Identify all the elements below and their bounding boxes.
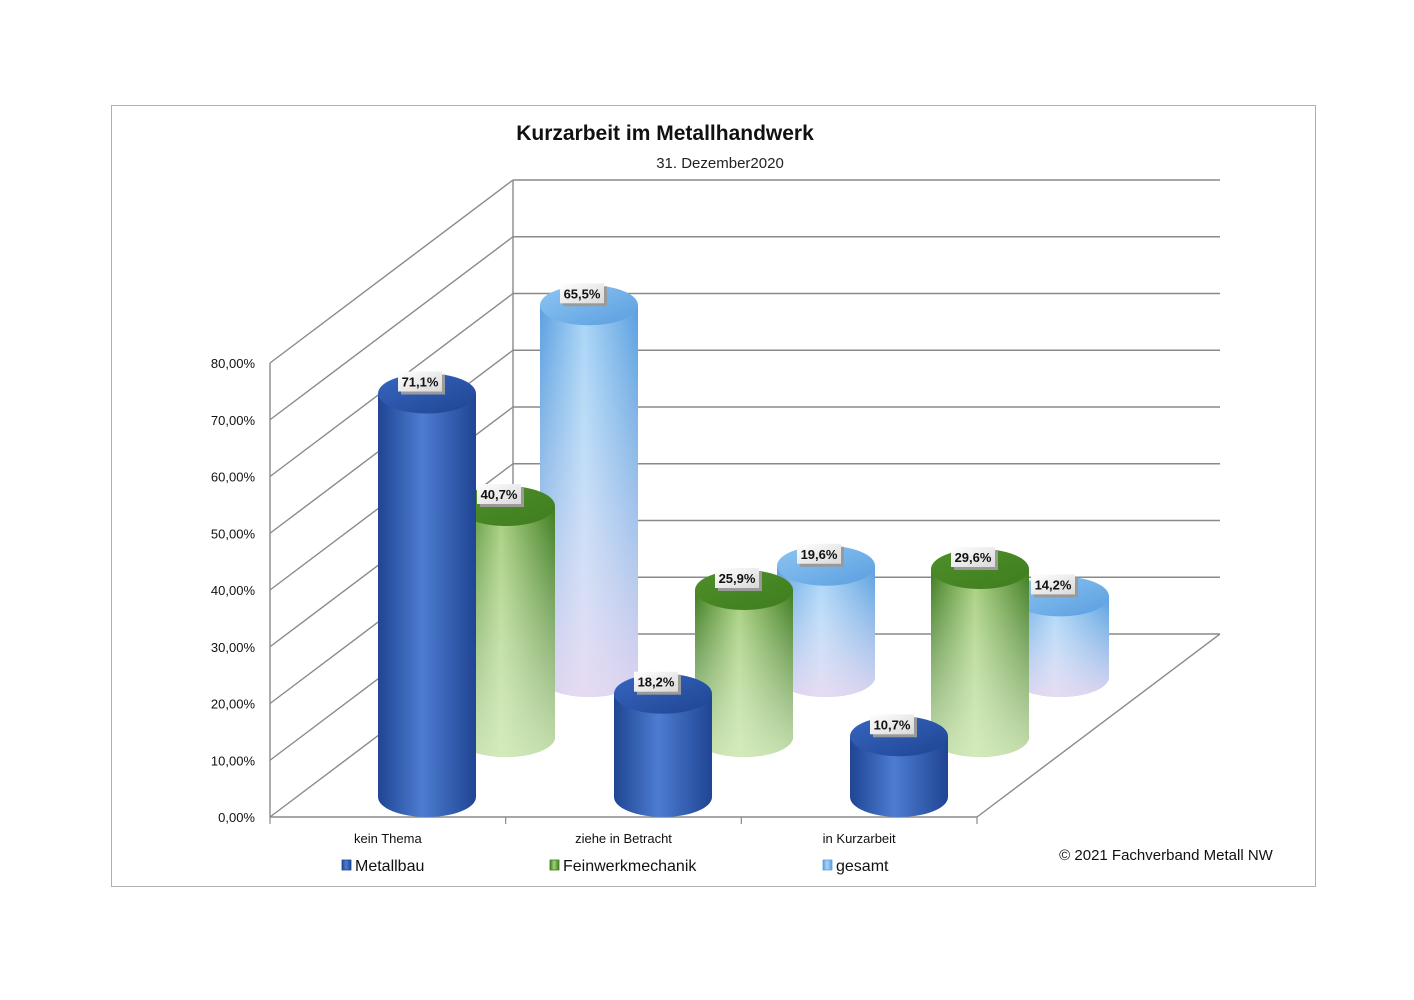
bar-shading: [540, 305, 638, 697]
data-label-text: 25,9%: [719, 571, 756, 586]
data-label-text: 14,2%: [1035, 577, 1072, 592]
legend-item: Metallbau: [341, 858, 424, 875]
y-tick-label: 10,00%: [211, 753, 256, 768]
bar-shading: [1011, 596, 1109, 697]
gridline-left-7: [269, 236, 514, 421]
data-label-text: 40,7%: [481, 487, 518, 502]
data-label-box: [870, 714, 914, 735]
y-tick-label: 0,00%: [218, 810, 255, 825]
bar-shading: [614, 693, 712, 817]
x-tick-label: kein Thema: [354, 831, 422, 846]
data-label-text: 10,7%: [874, 717, 911, 732]
bar-1-0: [457, 486, 555, 757]
y-tick-label: 30,00%: [211, 640, 256, 655]
data-label: 40,7%: [477, 484, 524, 508]
bar-shading: [777, 565, 875, 697]
legend-item: Feinwerkmechanik: [549, 858, 697, 875]
legend-item: gesamt: [822, 858, 889, 875]
y-tick-label: 40,00%: [211, 583, 256, 598]
data-label: 18,2%: [634, 671, 681, 695]
bars: [378, 285, 1109, 817]
legend-label: Metallbau: [355, 858, 424, 875]
x-tick-label: in Kurzarbeit: [823, 831, 896, 846]
data-label-box: [797, 543, 841, 564]
data-label-box: [1031, 574, 1075, 595]
bar-2-2: [1011, 576, 1109, 697]
data-label-text: 19,6%: [801, 547, 838, 562]
data-label-box: [951, 547, 995, 568]
copyright-note: © 2021 Fachverband Metall NW: [1059, 847, 1273, 864]
data-label-text: 18,2%: [638, 675, 675, 690]
data-label-text: 71,1%: [402, 375, 439, 390]
legend-label: Feinwerkmechanik: [563, 858, 697, 875]
chart-subtitle: 31. Dezember2020: [656, 155, 784, 172]
data-label: 29,6%: [951, 547, 998, 571]
bar-shading: [695, 590, 793, 757]
bar-0-1: [614, 673, 712, 817]
bar-2-0: [540, 285, 638, 697]
data-label: 25,9%: [715, 568, 762, 592]
data-label-text: 65,5%: [564, 286, 601, 301]
data-label: 71,1%: [398, 371, 445, 395]
x-tick-label: ziehe in Betracht: [575, 831, 672, 846]
bar-shading: [931, 569, 1029, 757]
data-label: 10,7%: [870, 714, 917, 738]
bar-shading: [378, 393, 476, 817]
data-label: 65,5%: [560, 283, 607, 307]
data-label-text: 29,6%: [955, 550, 992, 565]
bar-shading: [850, 736, 948, 817]
y-tick-label: 80,00%: [211, 356, 256, 371]
data-labels: 65,5% 19,6% 14,2% 40,7% 25,9% 29,6% 71,1% 18,2%…: [398, 283, 1078, 738]
chart-title: Kurzarbeit im Metallhandwerk: [516, 122, 814, 145]
bar-1-2: [931, 549, 1029, 757]
y-tick-label: 60,00%: [211, 470, 256, 485]
gridline-left-8: [269, 179, 514, 364]
data-label: 19,6%: [797, 543, 844, 567]
data-label-box: [398, 371, 442, 392]
y-tick-label: 50,00%: [211, 526, 256, 541]
legend-swatch: [549, 859, 560, 871]
data-label-box: [477, 484, 521, 505]
bar-shading: [457, 506, 555, 757]
y-tick-label: 70,00%: [211, 413, 256, 428]
y-axis: 0,00% 10,00% 20,00% 30,00% 40,00% 50,00% 60,00…: [211, 356, 256, 825]
data-label-box: [560, 283, 604, 304]
bar-1-1: [695, 570, 793, 757]
legend-swatch: [341, 859, 352, 871]
data-label-box: [634, 671, 678, 692]
chart-frame: [111, 105, 1316, 887]
legend-label: gesamt: [836, 858, 889, 875]
x-axis: kein Thema ziehe in Betracht in Kurzarbeit: [269, 817, 978, 846]
bar-0-2: [850, 716, 948, 817]
data-label: 14,2%: [1031, 574, 1078, 598]
data-label-box: [715, 568, 759, 589]
bar-0-0: [378, 373, 476, 817]
y-tick-label: 20,00%: [211, 697, 256, 712]
legend: Metallbau Feinwerkmechanik gesamt: [341, 858, 889, 875]
legend-swatch: [822, 859, 833, 871]
floor-right-edge: [976, 633, 1221, 818]
